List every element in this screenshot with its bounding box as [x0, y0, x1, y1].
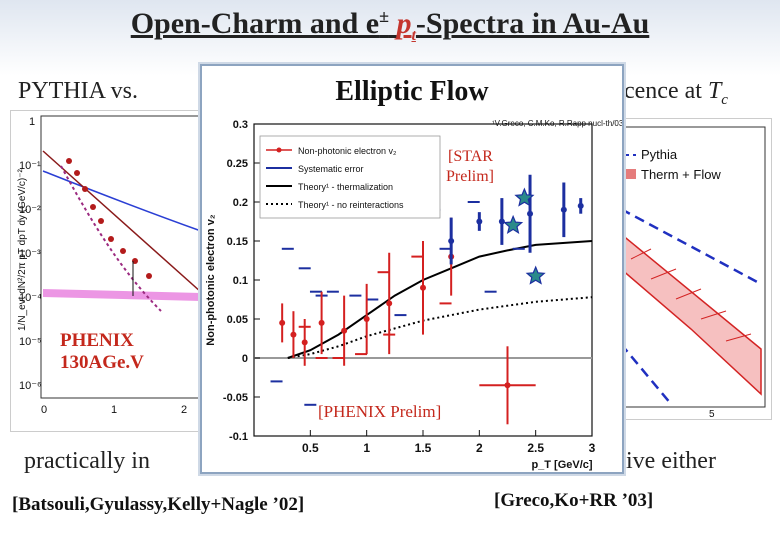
- elliptic-flow-panel: Elliptic Flow ¹V.Greco, C.M.Ko, R.Rapp n…: [200, 64, 624, 474]
- y-tick-label: 0: [242, 353, 248, 365]
- left-ytick: 1: [29, 116, 35, 128]
- phenix-data-point: [318, 319, 325, 326]
- left-xtick: 1: [111, 404, 117, 416]
- x-tick-label: 0.5: [302, 441, 319, 455]
- left-data-points: [66, 158, 152, 279]
- pythia-dashed-line: [620, 207, 762, 286]
- y-tick-label: 0.3: [233, 119, 248, 131]
- right-legend-pythia: Pythia: [641, 147, 678, 162]
- theory-no-reinteraction-curve: [287, 296, 593, 359]
- y-tick-label: -0.1: [229, 431, 248, 443]
- right-xtick: 5: [709, 409, 715, 419]
- x-tick-label: 2: [476, 441, 483, 455]
- y-tick-label: 0.05: [227, 314, 248, 326]
- left-ytick: 10⁻¹: [19, 160, 41, 172]
- left-darkred-curve: [42, 150, 212, 302]
- y-tick-label: 0.1: [233, 275, 248, 287]
- star-prelim-marker: [503, 214, 524, 234]
- y-axis-label: Non-photonic electron v₂: [205, 214, 217, 346]
- phenix-data-point: [386, 300, 393, 307]
- phenix-data-point: [279, 319, 286, 326]
- star-data-point: [448, 238, 455, 244]
- star-data-point: [476, 218, 483, 225]
- x-tick-label: 1: [363, 441, 370, 455]
- citation-left: [Batsouli,Gyulassy,Kelly+Nagle ’02]: [12, 494, 305, 515]
- overlay-title: Elliptic Flow: [335, 76, 489, 107]
- bottom-left-text: practically in: [24, 448, 150, 474]
- citation-right: [Greco,Ko+RR ’03]: [494, 490, 654, 511]
- legend-item: Systematic error: [298, 164, 364, 174]
- phenix-data-point: [290, 331, 297, 338]
- legend-red-marker: [276, 147, 282, 153]
- x-tick-label: 3: [589, 441, 596, 455]
- left-ytick: 10⁻³: [19, 248, 41, 260]
- x-axis-label: p_T [GeV/c]: [531, 459, 592, 471]
- pythia-dashed-line-low: [620, 343, 672, 405]
- star-data-point: [527, 210, 534, 217]
- star-data-point: [577, 202, 584, 209]
- phenix-data-point: [420, 284, 426, 291]
- left-ytick: 10⁻⁴: [19, 292, 42, 304]
- y-tick-label: 0.15: [227, 236, 248, 248]
- star-data-point: [560, 206, 567, 213]
- legend-item: Theory¹ - no reinteractions: [298, 200, 404, 210]
- phenix-prelim-label: [PHENIX Prelim]: [318, 402, 442, 421]
- left-ytick: 10⁻²: [19, 204, 41, 216]
- y-tick-label: -0.05: [223, 392, 248, 404]
- right-legend-therm: Therm + Flow: [641, 167, 721, 182]
- phenix-experiment-label: PHENIX: [60, 330, 134, 351]
- bottom-right-text: ive either: [626, 448, 716, 474]
- right-heading: cence at Tc: [624, 78, 728, 108]
- left-xtick: 2: [181, 404, 187, 416]
- left-x-ticks: 0 1 2: [41, 404, 187, 416]
- left-blue-curve: [42, 170, 202, 232]
- hatch-lines: [630, 248, 752, 342]
- left-xtick: 0: [41, 404, 47, 416]
- phenix-energy-label: 130AGe.V: [60, 352, 144, 373]
- phenix-data-point: [301, 339, 308, 346]
- legend-item: Non-photonic electron v₂: [298, 146, 397, 156]
- left-magenta-band: [43, 289, 201, 301]
- star-label-line2: Prelim]: [446, 168, 494, 185]
- left-dotted-curve: [60, 165, 162, 312]
- legend-item: Theory¹ - thermalization: [298, 182, 393, 192]
- y-tick-label: 0.2: [233, 197, 248, 209]
- left-y-axis-label: 1/N_evt dN²/2π pT dpT dy (GeV/c)⁻²: [17, 168, 28, 331]
- x-tick-label: 2.5: [527, 441, 544, 455]
- phenix-data-point: [341, 327, 348, 334]
- left-ytick: 10⁻⁶: [19, 380, 42, 392]
- star-prelim-marker: [514, 187, 535, 207]
- star-data-point: [498, 218, 505, 225]
- left-heading: PYTHIA vs.: [18, 78, 139, 104]
- theory-thermalization-curve: [287, 240, 593, 359]
- x-tick-label: 1.5: [415, 441, 432, 455]
- y-tick-label: 0.25: [227, 158, 248, 170]
- v2-chart: ¹V.Greco, C.M.Ko, R.Rapp nucl-th/0312100…: [205, 119, 622, 471]
- phenix-data-point: [363, 316, 370, 322]
- slide-title: Open-Charm and e± pt-Spectra in Au-Au: [130, 6, 650, 44]
- star-prelim-marker: [525, 265, 546, 285]
- star-label-line1: [STAR: [448, 148, 493, 165]
- left-ytick: 10⁻⁵: [19, 336, 42, 348]
- left-y-ticks: 1 10⁻¹ 10⁻² 10⁻³ 10⁻⁴ 10⁻⁵ 10⁻⁶: [19, 116, 42, 392]
